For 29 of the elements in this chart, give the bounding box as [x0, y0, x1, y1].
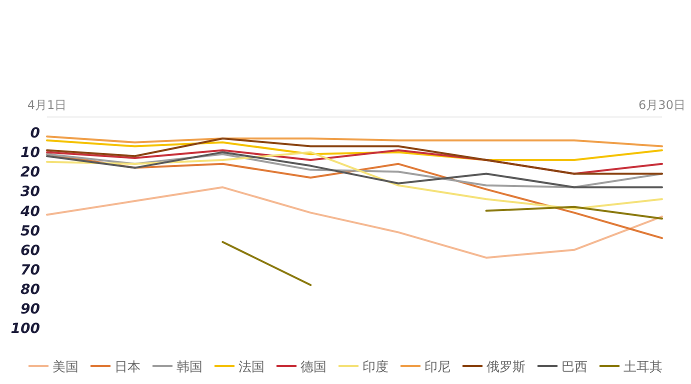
y-tick-label: 40 [20, 204, 40, 220]
legend-label: 法国 [238, 360, 264, 375]
legend-label: 美国 [52, 359, 78, 375]
legend-label: 印尼 [424, 360, 450, 375]
y-tick-label: 80 [20, 282, 40, 298]
legend-label: 俄罗斯 [486, 360, 526, 375]
x-tick-label: 6月30日 [638, 98, 686, 112]
line-series [46, 186, 663, 259]
x-tick-label: 4月1日 [27, 98, 67, 112]
line-series [46, 139, 663, 161]
y-tick-label: 60 [20, 242, 40, 259]
line-series [46, 138, 663, 175]
y-tick-label: 100 [10, 321, 40, 337]
legend-label: 德国 [300, 360, 326, 375]
legend-label: 巴西 [562, 360, 588, 375]
y-tick-label: 90 [20, 301, 40, 318]
legend-label: 土耳其 [624, 360, 662, 375]
legend-label: 韩国 [176, 360, 202, 375]
y-tick-label: 20 [20, 164, 40, 181]
line-series [46, 153, 663, 240]
y-tick-label: 70 [20, 262, 40, 278]
y-tick-label: 50 [20, 223, 40, 240]
legend-label: 印度 [362, 359, 388, 375]
y-tick-label: 30 [20, 184, 40, 200]
line-series [46, 151, 663, 210]
y-tick-label: 10 [20, 145, 40, 162]
y-tick-label: 0 [30, 126, 40, 142]
legend-label: 日本 [114, 360, 140, 375]
line-series [46, 136, 663, 148]
